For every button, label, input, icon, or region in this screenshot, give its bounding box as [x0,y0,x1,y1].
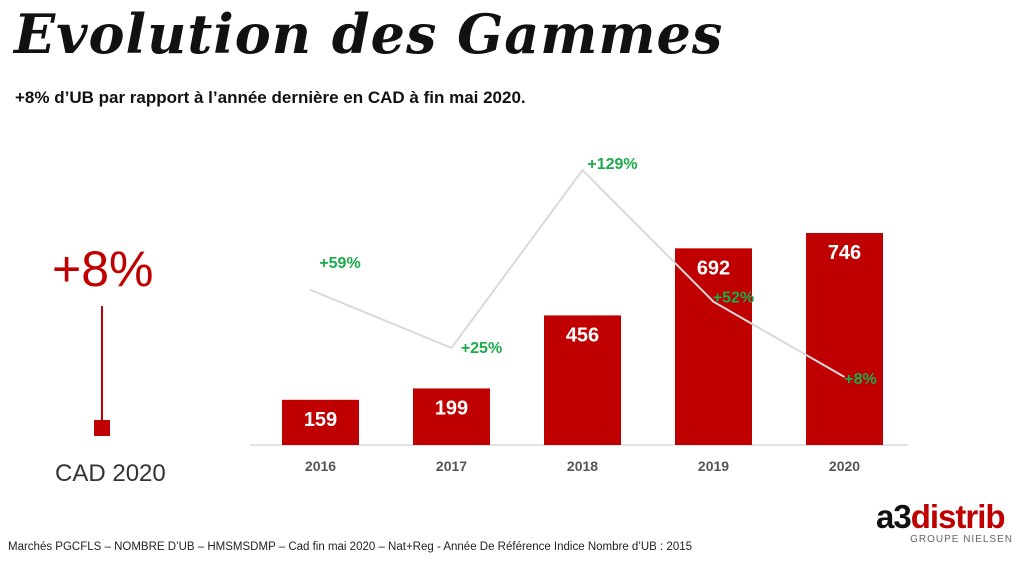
growth-label-2018: +129% [587,156,637,173]
data-label-2019: 692 [697,257,730,279]
data-label-2016: 159 [304,409,337,431]
data-label-2017: 199 [435,397,468,419]
growth-line-layer [309,168,845,378]
growth-label-2020: +8% [844,371,876,388]
page-title: Evolution des Gammes [14,2,724,66]
tick-label-2019: 2019 [698,458,729,474]
data-label-2020: 746 [828,242,861,264]
tick-label-2020: 2020 [829,458,860,474]
labels-layer: 159 2016 199 2017 456 2018 692 2019 746 2020 +59% +… [304,156,877,474]
a3distrib-logo: a3distrib GROUPE NIELSEN [876,500,1021,546]
bar-2018 [544,315,621,445]
page-subtitle: +8% d’UB par rapport à l’année dernière … [15,88,526,107]
data-label-2018: 456 [566,324,599,346]
kpi-stem [101,306,103,420]
logo-distrib: distrib [910,498,1006,535]
bar-2019 [675,248,752,445]
logo-group: GROUPE NIELSEN [910,534,1013,545]
tick-label-2018: 2018 [567,458,598,474]
logo-a3: a3 [876,498,912,535]
tick-label-2017: 2017 [436,458,467,474]
growth-label-2019: +52% [713,290,754,307]
kpi-value: +8% [52,241,154,297]
bars-layer [250,233,908,446]
bar-2016 [282,399,359,445]
bar-2020 [806,233,883,445]
growth-line [309,168,845,378]
footnote: Marchés PGCFLS – NOMBRE D’UB – HMSMSDMP … [8,541,693,553]
logo-wordmark: a3distrib [876,500,1021,534]
kpi-label: CAD 2020 [55,460,166,487]
growth-label-2016: +59% [319,255,360,272]
growth-label-2017: +25% [461,340,502,357]
tick-label-2016: 2016 [305,458,336,474]
bar-2017 [413,388,490,445]
kpi-marker [94,420,110,436]
